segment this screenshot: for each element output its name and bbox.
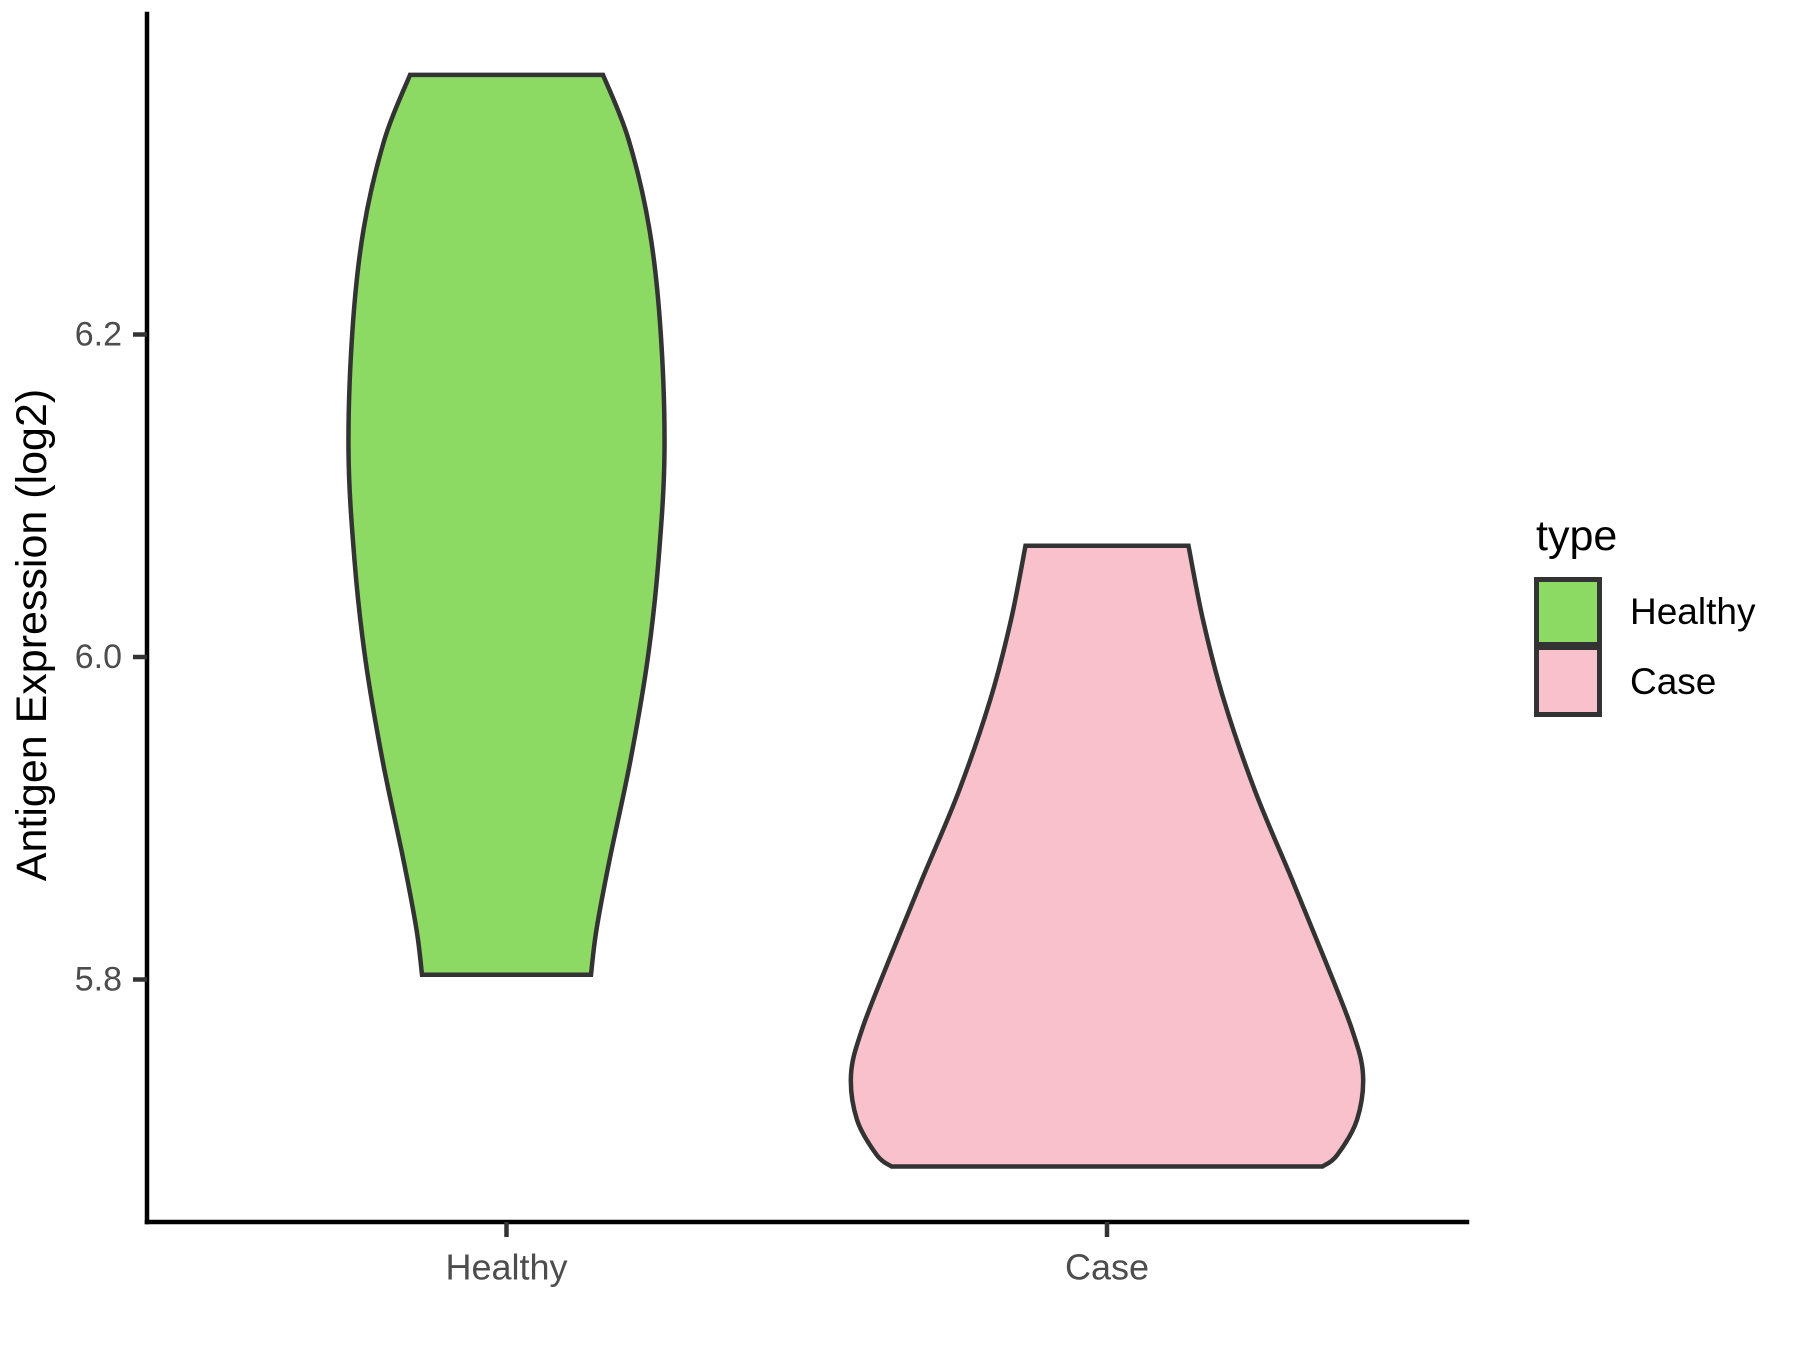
legend: type Healthy Case [1534, 512, 1800, 717]
y-tick-label-5-8: 5.8 [75, 961, 122, 999]
legend-label-healthy: Healthy [1630, 591, 1756, 632]
violins [346, 72, 1366, 1169]
legend-item-case: Case [1534, 647, 1800, 717]
violin-case [848, 543, 1366, 1169]
legend-swatch-healthy [1534, 577, 1602, 647]
legend-swatch-case [1534, 647, 1602, 717]
y-tick-label-6-0: 6.0 [75, 638, 122, 676]
legend-item-healthy: Healthy [1534, 577, 1800, 647]
legend-label-case: Case [1630, 661, 1717, 702]
legend-title: type [1536, 512, 1618, 560]
violin-healthy [346, 72, 667, 977]
axes [133, 11, 1470, 1237]
x-category-label-case: Case [1065, 1247, 1149, 1288]
y-axis-title: Antigen Expression (log2) [8, 389, 56, 881]
x-category-label-healthy: Healthy [445, 1247, 567, 1288]
y-tick-label-6-2: 6.2 [75, 316, 122, 354]
